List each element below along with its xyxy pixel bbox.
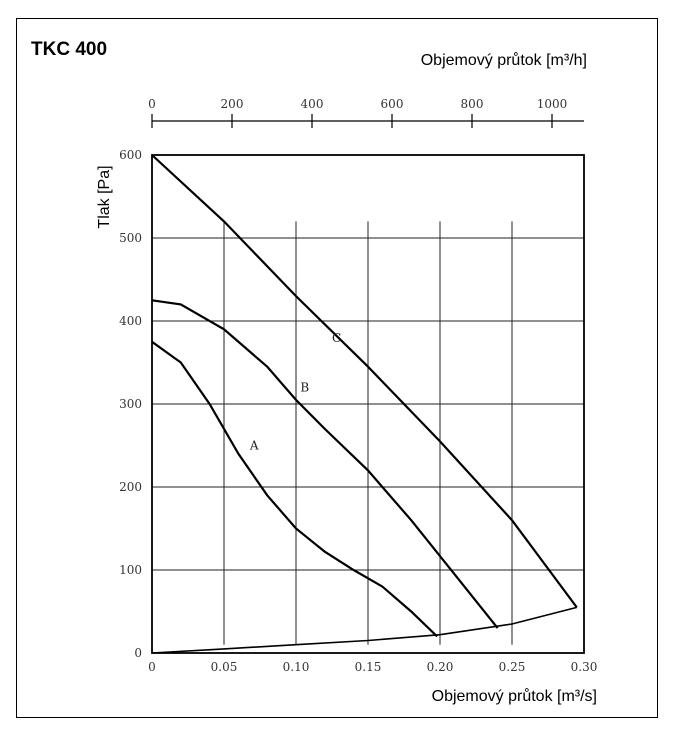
top-tick-label: 0 — [148, 97, 156, 111]
top-tick-label: 400 — [301, 97, 324, 111]
top-tick-label: 600 — [381, 97, 404, 111]
x-tick-label: 0.30 — [571, 660, 598, 674]
fan-curve-a — [151, 340, 438, 638]
top-tick-label: 800 — [461, 97, 484, 111]
bottom-axis-title: Objemový průtok [m³/s] — [432, 687, 597, 705]
x-tick-label: 0.25 — [499, 660, 526, 674]
plot-area: 0 100 200 300 400 500 600 0 0.05 0.10 0.15 0.20 0.25… — [119, 97, 597, 674]
y-tick-label: 500 — [119, 231, 142, 245]
fan-curve-b — [151, 299, 499, 629]
y-axis-title: Tlak [Pa] — [96, 165, 113, 228]
curve-label-c: C — [332, 331, 341, 345]
y-tick-label: 0 — [134, 646, 142, 660]
chart-title: TKC 400 — [31, 39, 107, 60]
x-tick-label: 0.15 — [355, 660, 382, 674]
y-tick-label: 400 — [119, 314, 142, 328]
top-tick-label: 200 — [221, 97, 244, 111]
curve-label-a: A — [249, 439, 259, 453]
y-tick-label: 300 — [119, 397, 142, 411]
x-tick-label: 0.10 — [283, 660, 310, 674]
x-tick-label: 0.05 — [211, 660, 238, 674]
x-tick-label: 0.20 — [427, 660, 454, 674]
x-tick-label: 0 — [148, 660, 156, 674]
fan-performance-chart: TKC 400 Objemový průtok [m³/h] Objemový … — [31, 39, 597, 705]
top-axis-title: Objemový průtok [m³/h] — [421, 51, 587, 69]
y-tick-label: 100 — [119, 563, 142, 577]
top-tick-label: 1000 — [537, 97, 568, 111]
y-tick-label: 600 — [119, 148, 142, 162]
curve-label-b: B — [300, 381, 309, 395]
chart-frame: TKC 400 Objemový průtok [m³/h] Objemový … — [16, 18, 658, 718]
fan-curve-c — [151, 154, 578, 609]
system-curve — [151, 606, 577, 654]
plot-border — [151, 154, 585, 654]
y-tick-label: 200 — [119, 480, 142, 494]
